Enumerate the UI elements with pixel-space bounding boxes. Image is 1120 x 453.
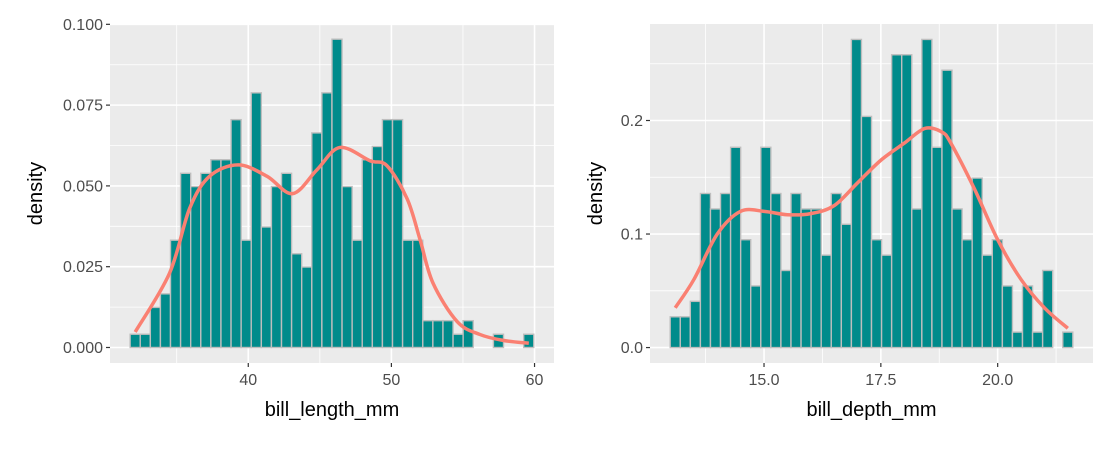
histogram-bar — [250, 92, 263, 349]
histogram-bar — [422, 319, 434, 349]
histogram-bar — [522, 333, 535, 349]
y-tick-label: 0.1 — [621, 227, 643, 244]
histogram-bar — [760, 146, 772, 349]
histogram-bar — [911, 208, 923, 349]
histogram-bar — [830, 192, 843, 349]
histogram-bar — [159, 293, 172, 349]
histogram-bar — [770, 192, 782, 349]
x-tick-label: 60 — [526, 372, 544, 389]
y-tick-label: 0.075 — [63, 98, 103, 115]
histogram-bar — [179, 172, 192, 349]
panel-2: 15.0 17.5 20.0 0.0 0.1 0.2 bill_depth_mm densit… — [585, 24, 1093, 421]
histogram-bar — [371, 145, 384, 349]
histogram-bar — [432, 319, 444, 349]
histogram-bar — [870, 239, 883, 349]
histogram-bar — [951, 208, 963, 349]
histogram-bar — [321, 92, 333, 349]
histogram-bar — [880, 254, 893, 349]
histogram-bar — [290, 253, 303, 349]
histogram-bar — [240, 239, 252, 349]
histogram-bar — [230, 118, 242, 349]
histogram-bar — [991, 239, 1004, 349]
histogram-bar — [961, 239, 973, 349]
histogram-bar — [351, 239, 363, 349]
histogram-bar — [139, 333, 152, 349]
x-tick-label: 50 — [383, 372, 401, 389]
histogram-bar — [200, 172, 212, 349]
histogram-bar — [800, 208, 812, 349]
histogram-bar — [719, 192, 732, 349]
histogram-bar — [391, 118, 404, 349]
density-curve — [673, 126, 1069, 330]
y-tick-label: 0.100 — [63, 17, 103, 34]
histogram-bar — [331, 38, 343, 349]
histogram-bar — [442, 319, 454, 349]
histogram-bar — [300, 266, 313, 349]
histogram-bar — [341, 185, 353, 349]
histogram-bar — [780, 269, 792, 349]
histogram-bar — [750, 285, 762, 349]
histogram-bar — [820, 254, 832, 349]
histogram-bar — [401, 239, 414, 349]
histogram-bar — [381, 118, 394, 349]
y-tick-label: 0.050 — [63, 178, 103, 195]
histogram-bar — [729, 146, 742, 349]
y-axis-title: density — [25, 162, 47, 225]
histogram-bar — [280, 172, 293, 349]
histogram-bar — [890, 54, 903, 349]
histogram-bar — [411, 239, 424, 349]
x-tick-label: 40 — [239, 372, 257, 389]
histogram-bar — [810, 208, 822, 349]
histogram-bar — [689, 300, 702, 349]
y-tick-label: 0.025 — [63, 259, 103, 276]
histogram-bar — [361, 159, 374, 349]
x-tick-label: 20.0 — [982, 372, 1013, 389]
histogram-bar — [1062, 331, 1074, 349]
y-tick-label: 0.2 — [621, 113, 643, 130]
x-tick-label: 17.5 — [865, 372, 896, 389]
histogram-bar — [1011, 331, 1024, 349]
histogram-bar — [850, 38, 863, 349]
histogram-bar — [901, 54, 913, 349]
histogram-bar — [462, 319, 474, 349]
histogram-bar — [669, 316, 681, 349]
histogram-bar — [260, 226, 273, 349]
y-axis-title: density — [585, 162, 607, 225]
histogram-bar — [452, 333, 464, 349]
x-tick-label: 15.0 — [748, 372, 779, 389]
density-curve — [133, 145, 530, 346]
histogram-bar — [981, 254, 994, 349]
histogram-bar — [1001, 285, 1014, 349]
x-axis-title: bill_depth_mm — [806, 399, 936, 421]
histogram-bar — [1031, 331, 1044, 349]
histogram-bar — [921, 38, 933, 349]
histogram-bar — [840, 223, 853, 349]
x-axis-title: bill_length_mm — [265, 399, 400, 421]
y-tick-label: 0.0 — [621, 340, 643, 357]
histogram-bar — [739, 239, 752, 349]
histogram-bar — [220, 159, 232, 349]
histogram-bar — [129, 333, 141, 349]
panel-1: 40 50 60 0.000 0.025 0.050 0.075 0.100 bill_leng… — [25, 17, 554, 421]
histogram-bar — [679, 316, 692, 349]
histogram-bar — [189, 185, 202, 349]
histogram-bar — [860, 115, 873, 349]
histogram-bar — [931, 146, 943, 349]
histogram-bar — [149, 306, 162, 349]
histogram-bar — [699, 192, 712, 349]
histogram-bar — [270, 185, 283, 349]
histogram-bar — [210, 159, 222, 349]
histogram-bar — [941, 69, 953, 349]
y-tick-label: 0.000 — [63, 340, 103, 357]
